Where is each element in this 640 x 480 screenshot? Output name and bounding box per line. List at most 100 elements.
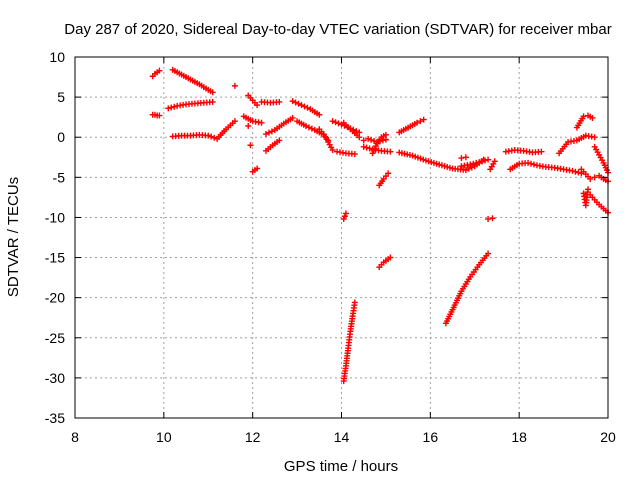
x-tick-label: 12 bbox=[245, 429, 261, 445]
data-point bbox=[305, 124, 312, 131]
data-point bbox=[530, 161, 537, 168]
x-tick-label: 20 bbox=[600, 429, 616, 445]
data-point bbox=[209, 89, 216, 96]
data-point bbox=[385, 170, 392, 177]
series-sat-m bbox=[262, 114, 296, 138]
data-point bbox=[528, 160, 535, 167]
data-point bbox=[360, 143, 367, 150]
data-point bbox=[254, 102, 261, 109]
series-sat-f bbox=[231, 82, 238, 89]
data-point bbox=[591, 174, 598, 181]
data-point bbox=[538, 148, 545, 155]
data-point bbox=[332, 119, 339, 126]
data-point bbox=[482, 157, 489, 164]
y-tick-label: 0 bbox=[57, 129, 65, 145]
series-sat-n bbox=[262, 137, 283, 154]
data-point bbox=[304, 104, 311, 111]
series-sat-u bbox=[340, 210, 349, 223]
data-point bbox=[209, 98, 216, 105]
y-tick-label: 10 bbox=[49, 49, 65, 65]
series-sat-q bbox=[316, 126, 336, 154]
data-point bbox=[351, 299, 358, 306]
data-point bbox=[485, 250, 492, 257]
series-sat-y bbox=[369, 131, 389, 157]
x-tick-label: 14 bbox=[334, 429, 350, 445]
series-sat-o bbox=[289, 98, 323, 118]
data-point bbox=[342, 210, 349, 217]
data-point bbox=[591, 134, 598, 141]
series-sat-al bbox=[573, 112, 596, 131]
data-point bbox=[379, 137, 386, 144]
data-point bbox=[368, 136, 375, 143]
chart-title: Day 287 of 2020, Sidereal Day-to-day VTE… bbox=[64, 21, 611, 38]
data-point bbox=[417, 118, 424, 125]
x-tick-label: 18 bbox=[511, 429, 527, 445]
series-sat-ai bbox=[502, 147, 545, 156]
data-point bbox=[208, 133, 215, 140]
data-point bbox=[420, 116, 427, 123]
data-point bbox=[473, 159, 480, 166]
series-sat-ag bbox=[487, 158, 498, 173]
data-point bbox=[341, 213, 348, 220]
data-point bbox=[575, 169, 582, 176]
data-point bbox=[289, 98, 296, 105]
x-axis: 8 10 12 14 16 18 20 bbox=[71, 57, 616, 445]
data-point bbox=[585, 186, 592, 193]
series-sat-ah bbox=[458, 154, 469, 162]
series-sat-z bbox=[376, 170, 392, 189]
x-axis-label: GPS time / hours bbox=[284, 458, 398, 475]
series-sat-t bbox=[340, 119, 363, 141]
series-sat-h bbox=[240, 113, 265, 126]
data-point bbox=[525, 159, 532, 166]
data-point bbox=[165, 105, 172, 112]
data-point bbox=[387, 254, 394, 261]
series-sat-a bbox=[149, 67, 163, 80]
y-tick-label: -35 bbox=[45, 410, 65, 426]
data-point bbox=[360, 137, 367, 144]
data-point bbox=[329, 118, 336, 125]
data-point bbox=[171, 103, 178, 110]
series-sat-i bbox=[245, 122, 252, 129]
data-point bbox=[479, 158, 486, 165]
data-points bbox=[149, 66, 611, 385]
series-sat-c bbox=[169, 66, 216, 96]
data-point bbox=[458, 155, 465, 162]
data-point bbox=[351, 151, 358, 158]
data-point bbox=[262, 131, 269, 138]
y-tick-label: -15 bbox=[45, 250, 65, 266]
data-point bbox=[470, 160, 477, 167]
series-sat-r bbox=[334, 148, 358, 158]
data-point bbox=[211, 134, 218, 141]
data-point bbox=[247, 142, 254, 149]
data-point bbox=[156, 67, 163, 74]
data-point bbox=[316, 111, 323, 118]
y-tick-label: -30 bbox=[45, 370, 65, 386]
data-point bbox=[580, 113, 587, 120]
y-axis: -35 -30 -25 -20 -15 -10 -5 0 5 10 bbox=[45, 49, 608, 426]
data-point bbox=[491, 158, 498, 165]
data-point bbox=[156, 112, 163, 119]
data-point bbox=[467, 161, 474, 168]
data-point bbox=[308, 125, 315, 132]
series-sat-ao bbox=[580, 186, 592, 209]
grid-lines bbox=[75, 57, 608, 418]
data-point bbox=[476, 159, 483, 166]
data-point bbox=[365, 135, 372, 142]
data-point bbox=[245, 122, 252, 129]
data-point bbox=[289, 114, 296, 121]
data-point bbox=[414, 119, 421, 126]
series-sat-g bbox=[245, 92, 261, 109]
data-point bbox=[268, 128, 275, 135]
series-sat-ae bbox=[442, 250, 492, 327]
data-point bbox=[276, 137, 283, 144]
series-sat-d bbox=[165, 98, 216, 112]
data-point bbox=[382, 131, 389, 138]
data-point bbox=[569, 167, 576, 174]
series-sat-j bbox=[247, 142, 254, 149]
data-point bbox=[329, 147, 336, 154]
data-point bbox=[298, 102, 305, 109]
data-point bbox=[356, 134, 363, 141]
series-sat-b bbox=[149, 111, 163, 119]
series-sat-aa bbox=[376, 254, 394, 271]
series-sat-ab bbox=[396, 116, 427, 136]
